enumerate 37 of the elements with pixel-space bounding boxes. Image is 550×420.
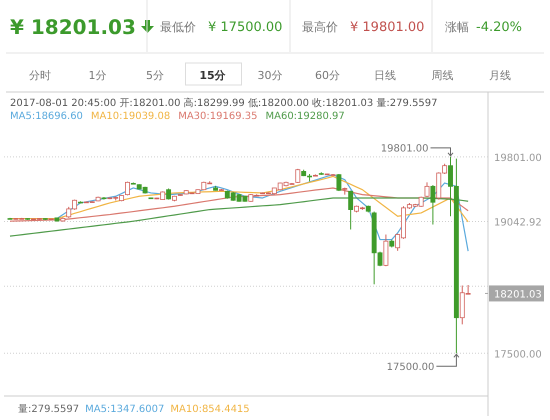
candlestick xyxy=(348,190,354,230)
line-series xyxy=(9,187,469,222)
text: 日线 xyxy=(374,69,396,82)
text: 周线 xyxy=(432,69,454,82)
text: 2017-08-01 20:45:00 开:18201.00 高:18299.99 低:18200.00 收:18201.03 量:279.5597 xyxy=(10,97,438,109)
text: MA5:1347.6007 xyxy=(85,404,164,415)
text: ¥ 18201.03 xyxy=(10,15,136,39)
text: 量:279.5597 xyxy=(18,404,80,415)
candlestick xyxy=(295,168,300,184)
text: ¥ 17500.00 xyxy=(208,20,282,35)
text: 分时 xyxy=(29,69,51,82)
annotation: 17500.00 xyxy=(386,362,434,373)
text: MA60:19280.97 xyxy=(265,111,345,122)
text: MA10:19039.08 xyxy=(90,111,170,122)
candlestick xyxy=(424,182,430,198)
text: MA5:18696.60 xyxy=(10,111,83,122)
y-tick-label: 17500.00 xyxy=(494,349,542,360)
text: 18201.03 xyxy=(494,289,542,300)
text: 60分 xyxy=(315,69,340,82)
annotation: 19801.00 xyxy=(380,143,429,154)
y-tick-label: 19801.00 xyxy=(494,152,542,164)
text: 15分 xyxy=(199,69,227,82)
text: 最低价 xyxy=(160,20,196,34)
text: 涨幅 xyxy=(445,20,469,34)
text: 最高价 xyxy=(302,20,338,34)
candlestick xyxy=(430,184,436,226)
text: 1分 xyxy=(88,69,106,82)
text: 5分 xyxy=(146,69,164,82)
text: -4.20% xyxy=(476,20,522,35)
text: MA10:854.4415 xyxy=(170,404,250,415)
candlestick xyxy=(336,173,342,192)
candlestick xyxy=(125,181,130,196)
y-tick-label: 19042.92 xyxy=(494,218,542,229)
text: 月线 xyxy=(489,69,511,82)
text: 30分 xyxy=(258,69,282,82)
text: ¥ 19801.00 xyxy=(350,20,424,35)
text: MA30:19169.35 xyxy=(178,111,258,122)
